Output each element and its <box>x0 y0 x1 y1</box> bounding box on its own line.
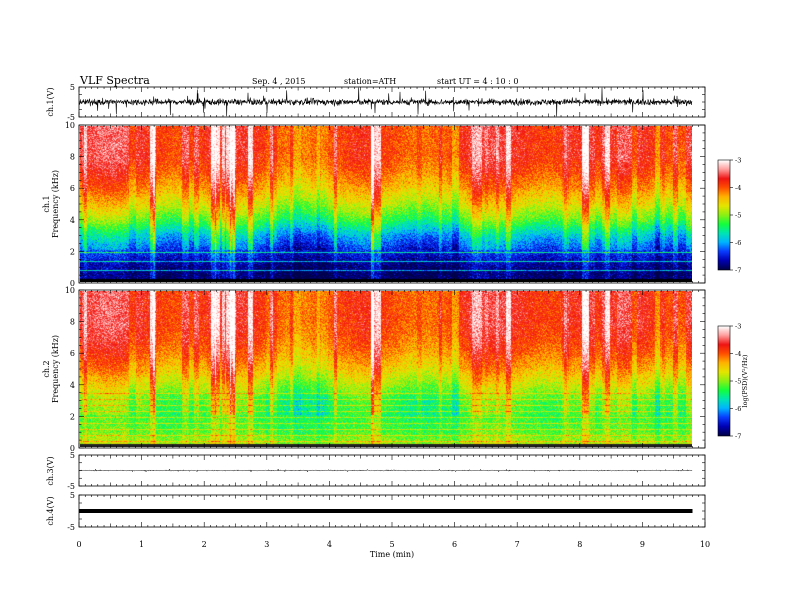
axis-tick-labels: 0 1 2 3 4 5 6 7 8 9 1002468100246810-55-55-55-7-6-… <box>65 83 742 549</box>
y-tick-label: 2 <box>70 247 75 256</box>
ch1-spectrogram-ylabel: ch.1 Frequency (kHz) <box>42 170 60 238</box>
y-tick-label: 6 <box>70 184 75 193</box>
ch2-spectrogram-image <box>80 291 692 447</box>
y-tick-label: 5 <box>70 491 75 500</box>
y-tick-label: 0 <box>70 279 75 288</box>
ch2-colorbar <box>718 326 730 436</box>
ch2-colorbar-label: log(PSD)(V²/Hz) <box>741 354 749 407</box>
start-time-label: start UT = 4 : 10 : 0 <box>437 77 518 86</box>
ch3-waveform-trace <box>78 468 693 473</box>
svg-text:Frequency (kHz): Frequency (kHz) <box>51 170 60 238</box>
y-tick-label: 4 <box>70 381 75 390</box>
colorbar-tick-label: -3 <box>735 323 741 331</box>
y-tick-label: -5 <box>67 482 75 491</box>
svg-text:ch.2: ch.2 <box>42 360 51 377</box>
y-tick-label: 8 <box>70 318 75 327</box>
colorbar-tick-label: -3 <box>735 157 741 165</box>
figure-title: VLF Spectra <box>79 74 150 87</box>
x-tick-label: 5 <box>389 540 394 549</box>
ch2-spectrogram-ylabel: ch.2 Frequency (kHz) <box>42 335 60 403</box>
colorbar-tick-label: -6 <box>735 405 741 413</box>
ch1-colorbar <box>718 160 730 270</box>
y-tick-label: 8 <box>70 153 75 162</box>
x-tick-label: 6 <box>452 540 457 549</box>
svg-text:Frequency (kHz): Frequency (kHz) <box>51 335 60 403</box>
x-tick-label: 10 <box>700 540 710 549</box>
y-tick-label: 5 <box>70 451 75 460</box>
x-axis-label: Time (min) <box>370 550 414 559</box>
x-tick-label: 3 <box>264 540 269 549</box>
colorbar-tick-label: -7 <box>735 433 741 441</box>
y-tick-label: 4 <box>70 216 75 225</box>
ch3-waveform-ylabel: ch.3(V) <box>46 456 55 485</box>
axis-ticks <box>78 86 733 528</box>
y-tick-label: 5 <box>70 83 75 92</box>
x-tick-label: 4 <box>327 540 332 549</box>
y-tick-label: 10 <box>65 121 75 130</box>
x-tick-label: 7 <box>515 540 520 549</box>
ch1-spectrogram-image <box>80 126 692 282</box>
date-label: Sep. 4 , 2015 <box>252 77 306 86</box>
ch1-waveform-trace <box>78 87 693 117</box>
y-tick-label: 6 <box>70 349 75 358</box>
station-label: station=ATH <box>344 77 396 86</box>
x-tick-label: 9 <box>640 540 645 549</box>
x-tick-label: 0 <box>76 540 81 549</box>
x-tick-label: 8 <box>577 540 582 549</box>
y-tick-label: 2 <box>70 412 75 421</box>
y-tick-label: 0 <box>70 444 75 453</box>
colorbar-tick-label: -6 <box>735 239 741 247</box>
ch1-waveform-ylabel: ch.1(V) <box>46 87 55 116</box>
y-tick-label: -5 <box>67 523 75 532</box>
colorbar-tick-label: -4 <box>735 350 741 358</box>
y-tick-label: -5 <box>67 113 75 122</box>
colorbar-tick-label: -7 <box>735 267 741 275</box>
svg-text:ch.1: ch.1 <box>42 195 51 212</box>
colorbar-tick-label: -5 <box>735 378 741 386</box>
x-tick-label: 1 <box>139 540 144 549</box>
colorbar-tick-label: -5 <box>735 212 741 220</box>
colorbar-tick-label: -4 <box>735 184 741 192</box>
y-tick-label: 10 <box>65 286 75 295</box>
ch4-waveform-ylabel: ch.4(V) <box>46 496 55 525</box>
x-tick-label: 2 <box>202 540 207 549</box>
